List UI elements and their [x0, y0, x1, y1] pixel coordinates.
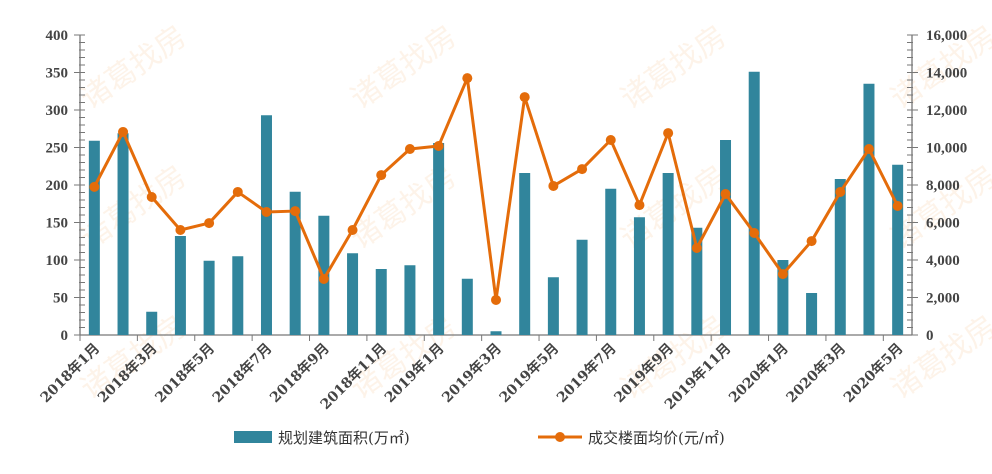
- watermark-text: 诸葛找房: [615, 159, 733, 256]
- x-tick-label: 2020年3月: [783, 340, 849, 406]
- watermark-text: 诸葛找房: [75, 19, 193, 116]
- x-tick-label: 2019年3月: [439, 340, 505, 406]
- line-point: [261, 207, 272, 217]
- right-tick-label: 14,000: [926, 66, 967, 82]
- bar: [146, 311, 158, 335]
- bar: [260, 115, 272, 335]
- right-tick-label: 10,000: [926, 141, 967, 157]
- bar: [232, 256, 244, 335]
- bar-series: [88, 71, 904, 335]
- line-point: [404, 144, 415, 154]
- x-tick-label: 2019年7月: [553, 340, 619, 406]
- bar: [547, 277, 559, 335]
- legend-bar-swatch: [234, 431, 272, 443]
- line-point: [663, 128, 674, 139]
- line-point: [548, 180, 559, 191]
- bar: [203, 260, 215, 335]
- bar: [633, 217, 645, 335]
- bar: [461, 278, 473, 335]
- left-tick-label: 0: [61, 328, 69, 344]
- line-point: [318, 273, 329, 284]
- bar: [662, 173, 674, 335]
- bar: [748, 71, 760, 335]
- line-point: [835, 186, 846, 197]
- left-tick-label: 150: [46, 216, 69, 232]
- line-point: [806, 236, 817, 247]
- left-tick-label: 250: [46, 141, 69, 157]
- bar: [433, 143, 445, 335]
- legend-line-marker: [555, 432, 565, 442]
- x-tick-label: 2020年1月: [725, 340, 791, 406]
- bar: [404, 265, 416, 335]
- line-point: [605, 135, 616, 145]
- bar: [375, 269, 387, 335]
- bar: [777, 260, 789, 335]
- bar: [174, 236, 186, 335]
- bar: [490, 331, 502, 335]
- left-tick-label: 50: [53, 291, 68, 307]
- line-point: [347, 225, 358, 235]
- x-tick-label: 2018年7月: [209, 340, 275, 406]
- bar: [720, 140, 732, 335]
- line-point: [89, 181, 100, 192]
- bar: [834, 179, 846, 335]
- right-tick-label: 6,000: [926, 216, 960, 232]
- line-point: [232, 186, 243, 197]
- line-point: [777, 269, 788, 280]
- price-line: [93, 76, 899, 302]
- right-tick-label: 8,000: [926, 178, 960, 194]
- left-tick-label: 100: [46, 253, 69, 269]
- line-point: [462, 73, 473, 84]
- bar: [863, 83, 875, 335]
- line-point: [892, 201, 903, 211]
- line-point: [749, 228, 760, 238]
- line-point: [577, 164, 588, 175]
- line-point: [433, 141, 444, 151]
- line-point: [491, 294, 501, 305]
- line-point: [290, 206, 301, 217]
- bar: [117, 133, 129, 335]
- line-point: [863, 144, 874, 154]
- line-point: [519, 92, 530, 103]
- bar: [892, 164, 904, 335]
- axes: 0 50 100 150 200 250 300 350 400 0 2,000 4,000 6,000…: [37, 28, 967, 413]
- watermark-text: 诸葛找房: [615, 19, 733, 116]
- legend-bar-label: 规划建筑面积(万㎡): [278, 429, 410, 447]
- watermark-text: 诸葛找房: [345, 19, 463, 116]
- bar: [88, 140, 100, 335]
- line-point: [204, 218, 215, 229]
- bar: [576, 239, 588, 335]
- line-series: [89, 73, 903, 305]
- right-tick-label: 4,000: [926, 253, 960, 269]
- line-point: [175, 225, 186, 235]
- left-tick-label: 400: [46, 28, 69, 44]
- bar: [605, 188, 617, 335]
- line-point: [634, 200, 645, 211]
- right-tick-label: 2,000: [926, 291, 960, 307]
- watermark-text: 诸葛找房: [345, 159, 463, 256]
- bar: [347, 253, 359, 335]
- left-tick-label: 350: [46, 66, 69, 82]
- x-tick-label: 2019年5月: [496, 340, 562, 406]
- bar: [806, 293, 818, 335]
- legend: 规划建筑面积(万㎡) 成交楼面均价(元/㎡): [234, 429, 725, 447]
- right-tick-label: 0: [926, 328, 934, 344]
- legend-line-label: 成交楼面均价(元/㎡): [588, 429, 725, 447]
- left-tick-label: 200: [46, 178, 69, 194]
- left-tick-label: 300: [46, 103, 69, 119]
- bar: [289, 191, 301, 335]
- line-point: [691, 243, 702, 253]
- line-point: [146, 192, 157, 202]
- line-point: [118, 126, 129, 137]
- bar: [691, 227, 703, 335]
- right-tick-label: 12,000: [926, 103, 967, 119]
- right-tick-label: 16,000: [926, 28, 967, 44]
- line-point: [720, 189, 731, 199]
- line-point: [376, 170, 387, 181]
- bar: [519, 173, 531, 335]
